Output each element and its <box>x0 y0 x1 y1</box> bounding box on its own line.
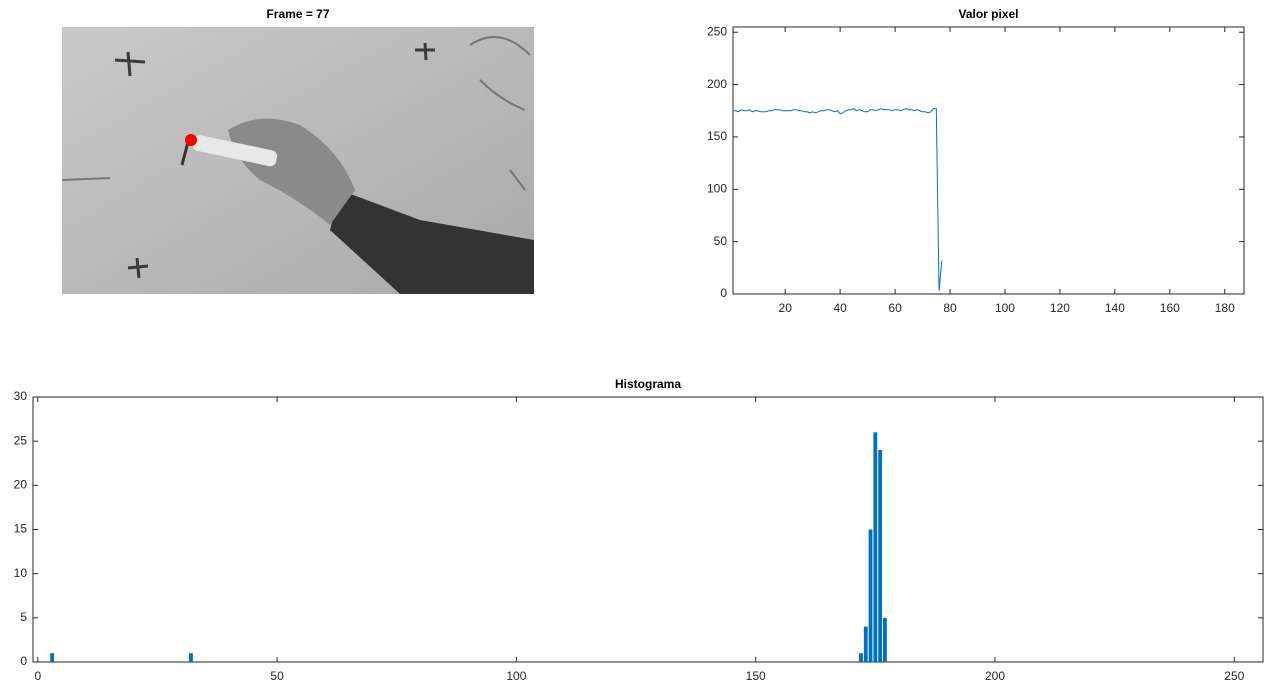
x-tick-label: 100 <box>506 669 526 683</box>
y-tick-label: 15 <box>14 522 28 536</box>
y-tick-label: 0 <box>20 654 27 668</box>
x-tick-label: 40 <box>833 301 847 315</box>
y-tick-label: 200 <box>707 77 727 91</box>
bar <box>878 450 883 662</box>
x-tick-label: 200 <box>985 669 1005 683</box>
axes-box <box>732 26 1245 295</box>
chart-title: Frame = 77 <box>266 7 329 21</box>
axes-box <box>32 396 1264 663</box>
y-tick-label: 25 <box>14 433 28 447</box>
x-tick-label: 250 <box>1224 669 1244 683</box>
bar <box>859 653 863 662</box>
x-tick-label: 80 <box>943 301 957 315</box>
x-tick-label: 120 <box>1050 301 1070 315</box>
x-tick-label: 0 <box>34 669 41 683</box>
y-tick-label: 150 <box>707 129 727 143</box>
x-tick-label: 150 <box>746 669 766 683</box>
y-tick-label: 30 <box>14 389 28 403</box>
y-tick-label: 50 <box>714 234 728 248</box>
bar <box>863 626 868 662</box>
chart-title: Valor pixel <box>958 7 1018 21</box>
bar <box>873 432 878 662</box>
x-tick-label: 20 <box>779 301 793 315</box>
bar <box>882 617 887 662</box>
y-tick-label: 20 <box>14 478 28 492</box>
x-tick-label: 160 <box>1160 301 1180 315</box>
data-line <box>733 108 943 291</box>
y-tick-label: 5 <box>20 610 27 624</box>
y-tick-label: 250 <box>707 24 727 38</box>
y-tick-label: 100 <box>707 181 727 195</box>
y-tick-label: 0 <box>720 286 727 300</box>
x-tick-label: 60 <box>888 301 902 315</box>
x-tick-label: 140 <box>1105 301 1125 315</box>
chart-title: Histograma <box>615 377 681 391</box>
bar <box>868 529 873 662</box>
x-tick-label: 100 <box>995 301 1015 315</box>
bar <box>189 653 193 662</box>
x-tick-label: 180 <box>1215 301 1235 315</box>
bar <box>50 653 55 662</box>
x-tick-label: 50 <box>270 669 284 683</box>
frame-image <box>61 27 534 294</box>
y-tick-label: 10 <box>14 566 28 580</box>
